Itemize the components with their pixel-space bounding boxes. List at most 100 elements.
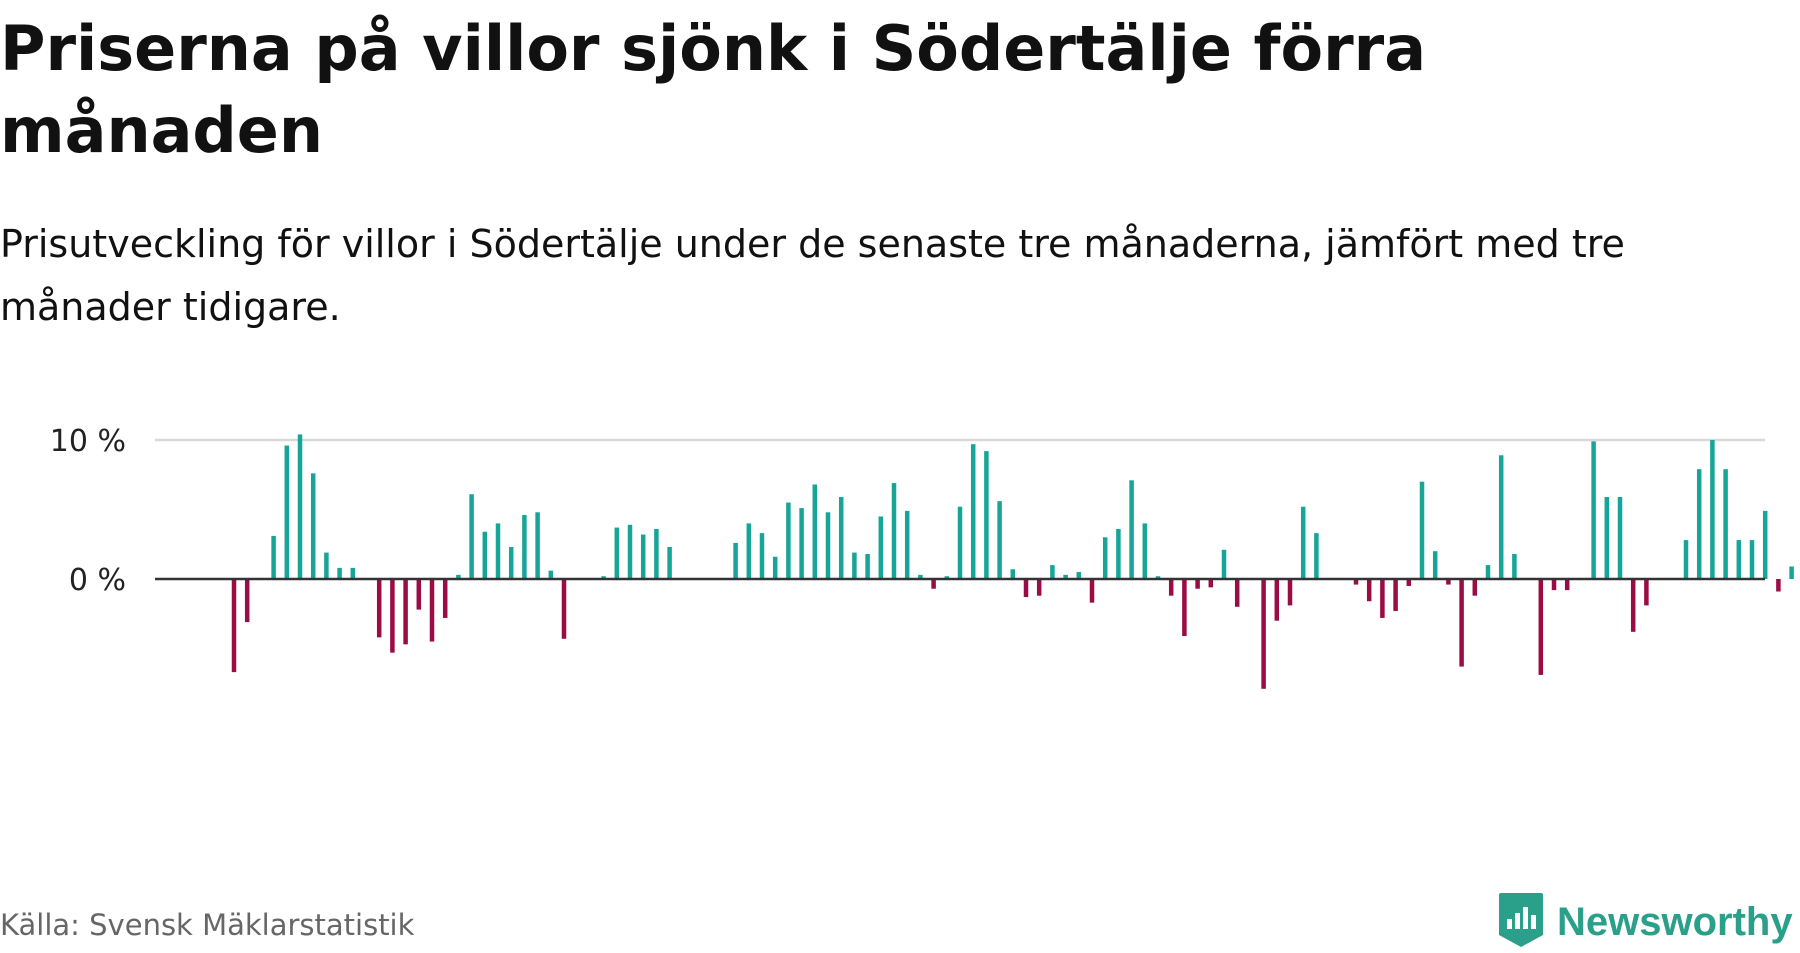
bar [1683,540,1689,579]
bar [350,567,356,579]
bar [1498,455,1504,579]
bar [878,516,884,579]
bar [640,534,646,579]
bar [1314,533,1319,579]
bar [1749,540,1755,579]
bar [627,524,633,579]
bar [1736,540,1742,579]
bar [812,484,818,579]
bar [310,473,316,579]
bar [1195,579,1200,589]
bar [786,502,791,579]
bar [1023,579,1029,598]
chart-subtitle: Prisutveckling för villor i Södertälje u… [0,222,1625,329]
bar [1261,579,1266,689]
y-tick-label: 0 % [69,563,126,598]
bar-chart: 0 %10 %20122015201820212023−3 % [50,424,1794,689]
bar [337,567,342,579]
bar [1710,440,1715,579]
bar [918,574,923,579]
bar [561,579,567,639]
bar [1617,496,1623,579]
bar [1274,579,1280,621]
bar [495,523,501,579]
bar [1776,579,1781,592]
bar [535,512,540,579]
bar [1432,551,1438,579]
bar [1063,574,1068,579]
bar [1287,579,1293,606]
bar [984,451,989,579]
bar [1234,579,1240,607]
bar [1076,572,1082,579]
axes [155,577,1765,581]
bar [614,527,620,579]
bar [416,579,422,610]
bar [1472,579,1478,596]
bar [1551,579,1557,591]
bar [1300,506,1306,579]
bar [852,552,857,579]
bar [799,508,804,579]
bar [1564,579,1570,591]
bar [1419,481,1425,579]
bar [1789,566,1794,579]
bar [733,542,738,579]
bar [1142,523,1148,579]
bar [1380,579,1385,618]
bar [997,501,1002,579]
bar [746,523,752,579]
bar [1591,441,1596,579]
bar [865,553,870,579]
bar [522,515,527,579]
bar [1353,579,1359,585]
bar [1102,537,1108,579]
bar [1393,579,1398,611]
bar [1723,469,1728,579]
bar [284,445,290,579]
bar [1168,579,1174,596]
bar [548,570,554,579]
bar [904,510,910,579]
bar [469,494,474,579]
bar [429,579,435,642]
bar [1036,579,1042,596]
bar [1010,569,1016,579]
bar [667,547,672,579]
bar [1221,549,1227,579]
bars [231,434,1794,689]
bar [772,556,778,579]
bar [1604,496,1610,579]
bar [654,528,659,579]
bar [271,535,276,579]
bar [957,506,963,579]
bar [1406,579,1412,586]
bar [1538,579,1544,675]
bar [1512,553,1517,579]
y-tick-label: 10 % [50,424,126,459]
bar [1485,565,1491,579]
bar [759,533,765,579]
newsworthy-logo-icon [1497,891,1545,953]
bar [482,531,488,579]
bar [508,547,514,579]
bar [442,579,448,618]
bar [403,579,408,645]
bar [1155,576,1161,579]
bar [297,434,303,579]
tick-labels: 0 %10 %20122015201820212023−3 % [50,424,126,598]
bar [1644,579,1649,606]
source-note: Källa: Svensk Mäklarstatistik [0,908,415,942]
brand-name: Newsworthy [1557,899,1793,944]
bar [456,574,461,579]
bar [1446,579,1451,585]
brand-logo[interactable]: Newsworthy [1497,891,1793,953]
bar [1459,579,1464,667]
bar [1089,579,1095,603]
bar [970,444,976,579]
bar [891,483,897,579]
bar [1208,579,1214,588]
bar [1762,510,1768,579]
bar [601,576,606,579]
bar [376,579,382,638]
